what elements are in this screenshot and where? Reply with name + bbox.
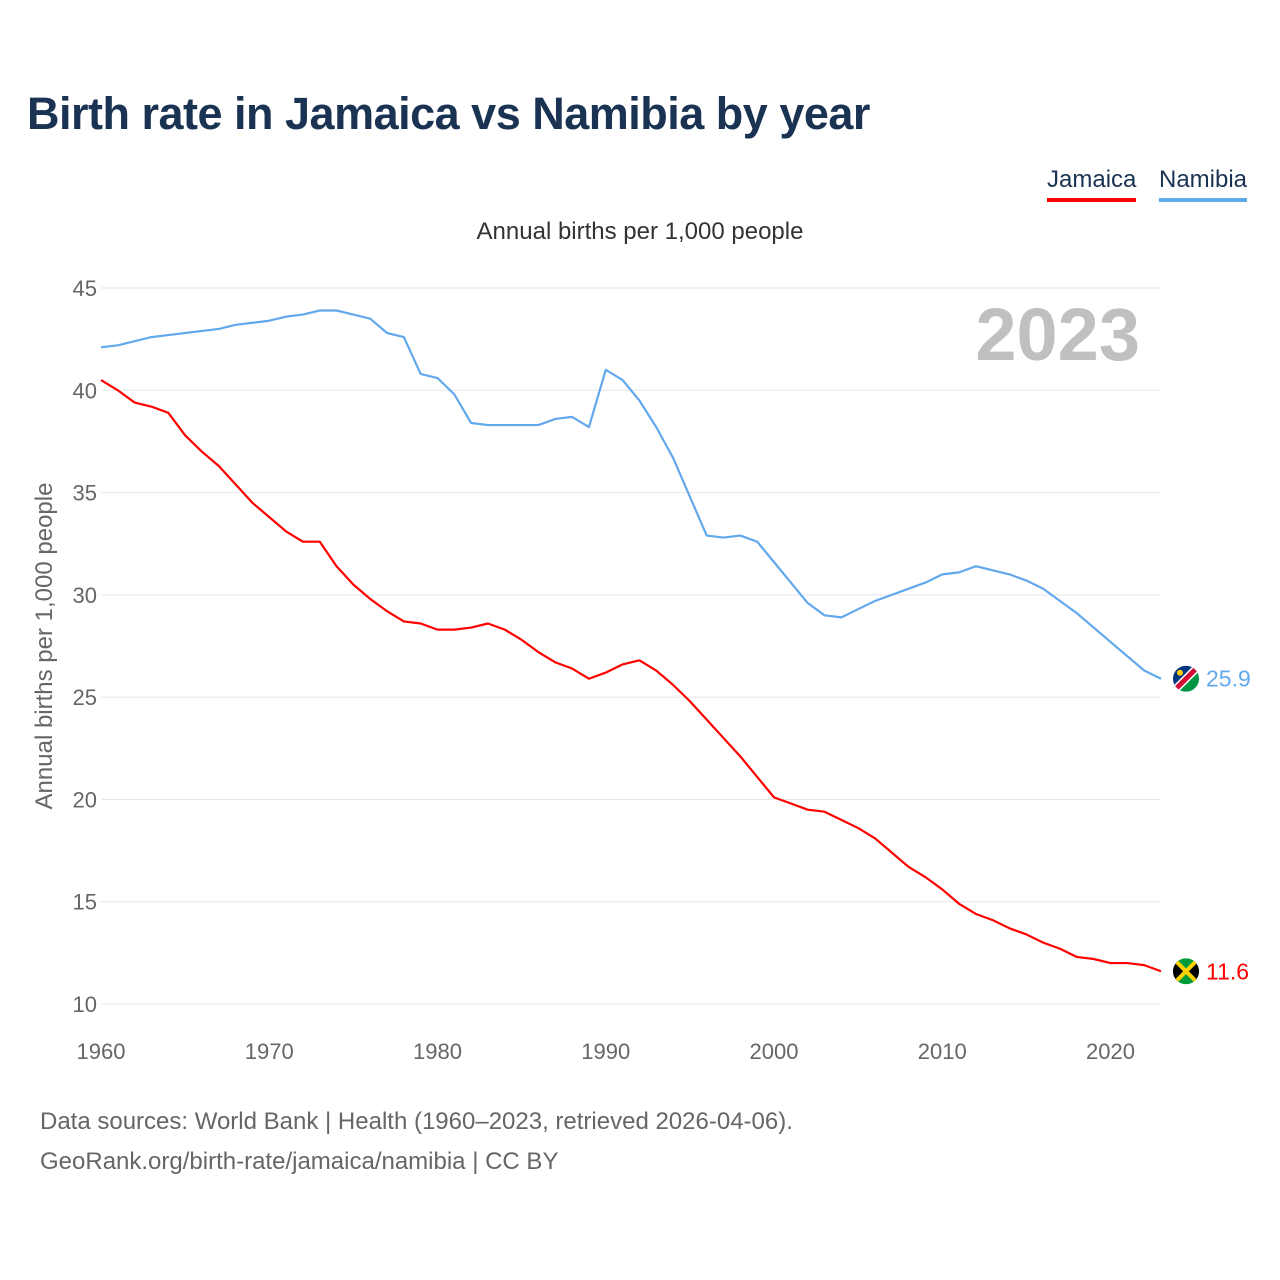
y-tick-label: 45 [73,276,97,301]
chart-title: Birth rate in Jamaica vs Namibia by year [27,88,870,139]
series-line-jamaica [100,379,1162,973]
year-watermark: 2023 [975,293,1140,376]
footer-sources: Data sources: World Bank | Health (1960–… [40,1108,793,1135]
y-axis-label: Annual births per 1,000 people [31,483,58,810]
series-line-namibia [100,309,1162,680]
y-tick-label: 40 [73,378,97,403]
legend-item-namibia[interactable]: Namibia [1159,166,1248,202]
x-tick-label: 2010 [918,1039,967,1064]
legend-item-jamaica[interactable]: Jamaica [1047,166,1137,202]
y-tick-label: 25 [73,685,97,710]
x-tick-label: 1990 [581,1039,630,1064]
y-tick-label: 15 [73,890,97,915]
y-tick-label: 10 [73,992,97,1017]
y-tick-label: 20 [73,787,97,812]
end-value-label: 11.6 [1206,958,1249,984]
footer-url[interactable]: GeoRank.org/birth-rate/jamaica/namibia |… [40,1148,559,1175]
y-tick-label: 35 [73,481,97,506]
end-value-label: 25.9 [1206,666,1251,692]
x-tick-label: 1980 [413,1039,462,1064]
jamaica-flag-icon [1173,958,1199,985]
x-tick-label: 1960 [77,1039,126,1064]
x-tick-label: 2000 [750,1039,799,1064]
namibia-flag-icon [1173,665,1199,692]
chart-subtitle: Annual births per 1,000 people [476,218,804,245]
x-tick-label: 1970 [245,1039,294,1064]
x-tick-label: 2020 [1086,1039,1135,1064]
y-tick-label: 30 [73,583,97,608]
